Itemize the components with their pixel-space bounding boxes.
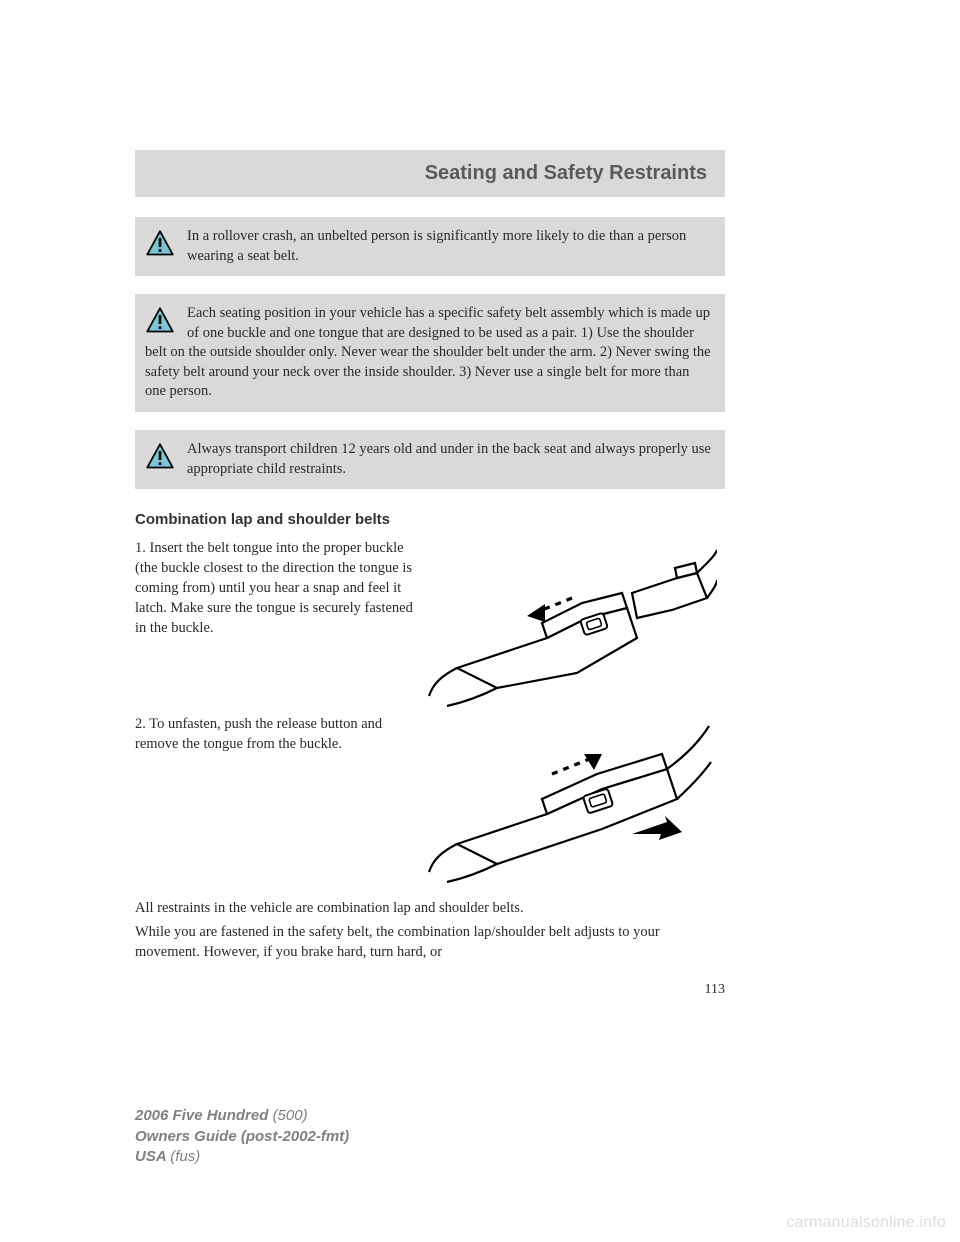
footer-region-code: (fus) [170, 1148, 200, 1165]
warning-box-rollover: In a rollover crash, an unbelted person … [135, 217, 725, 276]
page-number: 113 [135, 982, 725, 998]
step-2-illustration [427, 714, 717, 884]
footer-model: 2006 Five Hundred [135, 1107, 273, 1124]
step-row-1: 1. Insert the belt tongue into the prope… [135, 538, 725, 708]
subhead-combination-belts: Combination lap and shoulder belts [135, 511, 725, 528]
paragraph-adjust: While you are fastened in the safety bel… [135, 922, 725, 962]
footer-region: USA [135, 1148, 170, 1165]
paragraph-all-restraints: All restraints in the vehicle are combin… [135, 898, 725, 918]
watermark: carmanualsonline.info [786, 1214, 946, 1232]
warning-text: In a rollover crash, an unbelted person … [187, 228, 686, 264]
step-2-text: 2. To unfasten, push the release button … [135, 714, 427, 754]
warning-box-seating-position: Each seating position in your vehicle ha… [135, 294, 725, 412]
warning-icon [145, 442, 175, 472]
footer-model-code: (500) [273, 1107, 308, 1124]
footer-line-1: 2006 Five Hundred (500) [135, 1106, 349, 1126]
warning-text: Always transport children 12 years old a… [187, 441, 711, 477]
step-1-illustration [427, 538, 717, 708]
warning-icon [145, 306, 175, 336]
warning-box-children: Always transport children 12 years old a… [135, 430, 725, 489]
warning-icon [145, 229, 175, 259]
footer-line-3: USA (fus) [135, 1147, 349, 1167]
content-column: Seating and Safety Restraints In a rollo… [135, 150, 725, 998]
page: Seating and Safety Restraints In a rollo… [0, 0, 960, 1242]
step-1-text: 1. Insert the belt tongue into the prope… [135, 538, 427, 638]
section-header: Seating and Safety Restraints [135, 150, 725, 197]
warning-text: Each seating position in your vehicle ha… [145, 305, 711, 399]
footer: 2006 Five Hundred (500) Owners Guide (po… [135, 1106, 349, 1167]
footer-line-2: Owners Guide (post-2002-fmt) [135, 1127, 349, 1147]
step-row-2: 2. To unfasten, push the release button … [135, 714, 725, 884]
